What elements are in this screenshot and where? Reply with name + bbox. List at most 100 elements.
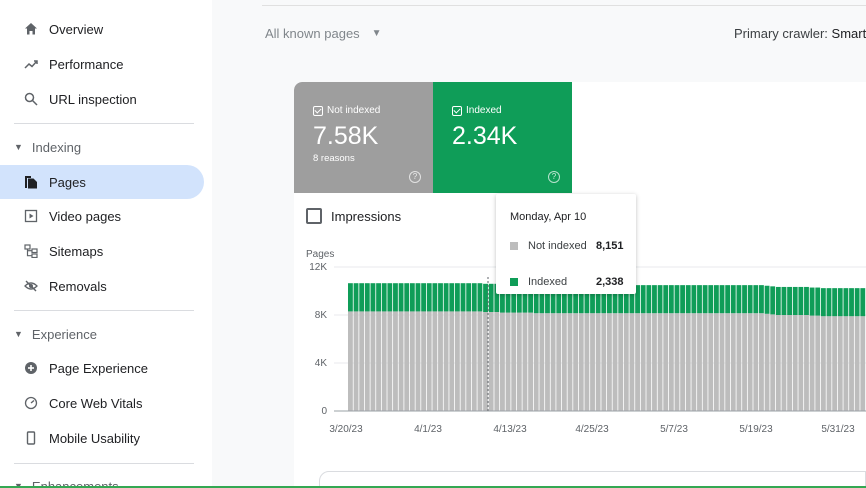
bar-indexed [488,283,494,312]
sidebar-item-url-inspection[interactable]: URL inspection [0,82,204,116]
bar-indexed [837,288,843,317]
sidebar-item-label: Removals [49,278,107,294]
sidebar-item-page-experience[interactable]: Page Experience [0,351,204,385]
section-indexing[interactable]: ▼ Indexing [14,137,81,157]
bar-not-indexed [725,313,731,411]
bar-indexed [449,283,455,312]
bar-not-indexed [404,311,410,411]
bar-not-indexed [516,312,522,411]
bar-indexed [438,283,443,312]
x-tick-label: 5/19/23 [739,424,773,435]
sidebar-item-mobile-usability[interactable]: Mobile Usability [0,421,204,455]
not-indexed-tile[interactable]: Not indexed 7.58K 8 reasons ? [294,82,433,193]
bar-not-indexed [578,313,584,411]
bar-indexed [708,285,714,314]
chart-tooltip: Monday, Apr 10 Not indexed 8,151 Indexed… [496,194,636,294]
sidebar-item-core-web-vitals[interactable]: Core Web Vitals [0,386,204,420]
bar-not-indexed [787,315,793,411]
checkbox-checked-icon[interactable] [452,105,462,116]
impressions-toggle[interactable]: Impressions [306,208,401,224]
bar-not-indexed [612,313,618,411]
bar-not-indexed [432,311,438,411]
legend-swatch [510,242,518,250]
y-axis-label: Pages [306,249,334,260]
bar-not-indexed [348,311,353,411]
bar-not-indexed [573,313,579,411]
checkbox-unchecked-icon[interactable] [306,208,322,224]
pages-chart[interactable]: Pages 0 4K 8K 12K 3/20/23 4/1/23 4/13/23 4/25/23… [294,242,866,442]
bar-not-indexed [567,313,573,411]
sidebar-item-pages[interactable]: Pages [0,165,204,199]
help-icon[interactable]: ? [548,171,560,183]
bar-not-indexed [623,313,629,411]
bar-indexed [539,285,545,314]
bar-not-indexed [466,311,472,411]
bar-indexed [359,283,365,312]
sidebar-item-sitemaps[interactable]: Sitemaps [0,234,204,268]
bar-indexed [561,285,567,314]
sidebar-item-removals[interactable]: Removals [0,269,204,303]
bar-not-indexed [736,313,742,411]
bar-indexed [466,283,472,312]
sidebar-item-performance[interactable]: Performance [0,47,204,81]
sidebar-item-label: Performance [49,56,124,72]
bar-indexed [533,285,539,314]
bar-indexed [713,285,719,314]
impressions-label: Impressions [331,208,402,224]
removals-icon [22,277,40,295]
crawler-prefix: Primary crawler: [734,26,828,41]
indexed-tile[interactable]: Indexed 2.34K ? [433,82,572,193]
help-icon[interactable]: ? [409,171,421,183]
bar-not-indexed [500,312,505,411]
bar-indexed [680,285,686,314]
sidebar-item-label: Overview [49,21,104,37]
section-title: Enhancements [31,478,119,488]
sidebar-item-video-pages[interactable]: Video pages [0,199,204,233]
bar-indexed [376,283,381,312]
bar-not-indexed [685,313,691,411]
bar-indexed [511,284,517,313]
bar-not-indexed [477,311,483,411]
bar-not-indexed [584,313,590,411]
bar-not-indexed [849,316,854,411]
bar-indexed [415,283,421,312]
bar-not-indexed [370,311,376,411]
bar-indexed [567,285,573,314]
tile-subtext: 8 reasons [313,153,355,164]
trend-icon [22,55,40,73]
search-icon [22,90,40,108]
main-content: All known pages ▼ Primary crawler: Smart… [212,0,866,488]
bar-not-indexed [353,311,359,411]
bar-indexed [545,285,550,314]
bar-not-indexed [792,315,798,411]
divider [14,310,194,311]
section-experience[interactable]: ▼ Experience [14,324,97,344]
bar-indexed [348,283,353,312]
home-icon [22,20,40,38]
sidebar-item-overview[interactable]: Overview [0,12,204,46]
bar-not-indexed [415,311,421,411]
sidebar-item-label: URL inspection [49,91,137,107]
bar-not-indexed [387,311,393,411]
divider [262,5,866,6]
bar-not-indexed [702,313,708,411]
bar-not-indexed [522,312,528,411]
bar-indexed [657,285,663,314]
bar-not-indexed [454,311,460,411]
section-enhancements[interactable]: ▼ Enhancements [14,476,119,488]
bar-indexed [494,283,500,312]
bar-not-indexed [691,313,697,411]
bar-not-indexed [657,313,663,411]
bar-not-indexed [854,316,860,411]
bar-indexed [573,285,579,314]
bar-indexed [460,283,466,312]
bar-indexed [516,284,522,313]
bar-indexed [820,288,826,317]
checkbox-checked-icon[interactable] [313,105,323,116]
bar-not-indexed [505,312,511,411]
primary-crawler: Primary crawler: Smartphone [734,26,866,41]
bar-not-indexed [860,316,866,411]
page-type-filter[interactable]: All known pages ▼ [265,26,382,41]
y-tick-label: 12K [309,262,327,273]
divider [14,123,194,124]
